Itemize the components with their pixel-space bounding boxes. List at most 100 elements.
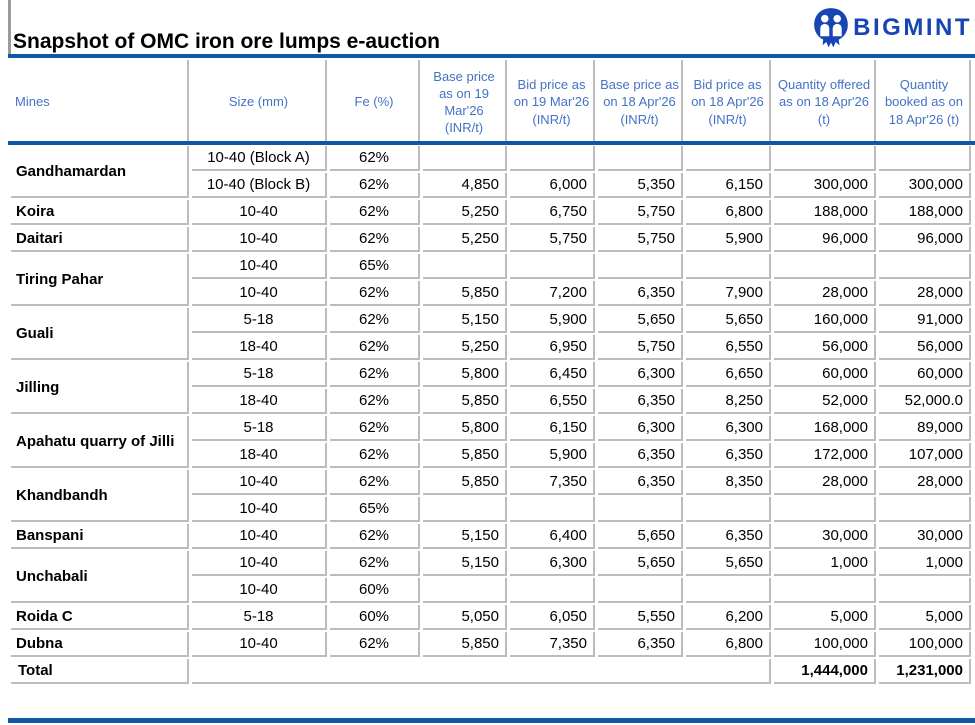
cell-fe: 60% (330, 578, 420, 603)
cell-qty-offered: 168,000 (774, 416, 876, 441)
cell-base-price-18apr: 6,350 (598, 470, 683, 495)
cell-fe: 62% (330, 524, 420, 549)
cell-qty-booked: 28,000 (879, 281, 971, 306)
cell-base-price-18apr: 6,350 (598, 281, 683, 306)
column-header-size: Size (mm) (192, 60, 327, 144)
cell-qty-booked (879, 146, 971, 171)
cell-bid-price-18apr: 5,650 (686, 551, 771, 576)
cell-fe: 62% (330, 389, 420, 414)
mine-name: Khandbandh (11, 470, 189, 522)
cell-bid-price-19mar: 7,350 (510, 470, 595, 495)
cell-fe: 65% (330, 497, 420, 522)
cell-size: 18-40 (192, 389, 327, 414)
cell-bid-price-18apr: 6,800 (686, 632, 771, 657)
cell-base-price-19mar: 5,150 (423, 524, 507, 549)
cell-qty-booked (879, 254, 971, 279)
cell-base-price-19mar: 5,850 (423, 281, 507, 306)
cell-base-price-18apr: 5,750 (598, 200, 683, 225)
cell-fe: 62% (330, 227, 420, 252)
cell-fe: 60% (330, 605, 420, 630)
table-row: Gandhamardan 10-40 (Block A) 62% (11, 146, 971, 198)
cell-qty-offered (774, 578, 876, 603)
cell-bid-price-18apr: 6,150 (686, 173, 771, 198)
cell-base-price-19mar: 5,250 (423, 200, 507, 225)
cell-fe: 62% (330, 146, 420, 171)
title-underline (8, 54, 975, 58)
cell-bid-price-18apr: 6,350 (686, 524, 771, 549)
cell-base-price-19mar: 5,850 (423, 443, 507, 468)
table-row: 10-40 (Block B) 62% 4,850 6,000 5,350 6,150 30… (11, 173, 971, 198)
cell-qty-offered: 160,000 (774, 308, 876, 333)
cell-qty-booked: 96,000 (879, 227, 971, 252)
cell-base-price-19mar: 5,250 (423, 335, 507, 360)
cell-bid-price-19mar: 6,150 (510, 416, 595, 441)
cell-size: 5-18 (192, 605, 327, 630)
cell-base-price-19mar: 5,850 (423, 389, 507, 414)
cell-base-price-18apr: 5,650 (598, 524, 683, 549)
cell-fe: 62% (330, 362, 420, 387)
mine-name: Roida C (11, 605, 189, 630)
table-row: 18-40 62% 5,850 6,550 6,350 8,250 52,000 52,000… (11, 389, 971, 414)
cell-qty-booked: 107,000 (879, 443, 971, 468)
cell-qty-booked: 300,000 (879, 173, 971, 198)
cell-fe: 62% (330, 281, 420, 306)
cell-size: 10-40 (192, 524, 327, 549)
cell-fe: 62% (330, 443, 420, 468)
cell-fe: 62% (330, 551, 420, 576)
cell-qty-booked: 60,000 (879, 362, 971, 387)
table-row: Khandbandh 10-40 62% 5,850 7,350 6,350 8,350 28… (11, 470, 971, 522)
cell-size: 10-40 (Block A) (192, 146, 327, 171)
column-header-bid-price-19mar: Bid price as on 19 Mar'26 (INR/t) (510, 60, 595, 144)
table-bottom-rule (8, 718, 975, 723)
mine-name: Unchabali (11, 551, 189, 603)
mine-name: Jilling (11, 362, 189, 414)
table-row: 10-40 62% 5,850 7,200 6,350 7,900 28,000 28,000 (11, 281, 971, 306)
table-row: Unchabali 10-40 62% 5,150 6,300 5,650 5,650 1,0… (11, 551, 971, 603)
table-row: Tiring Pahar 10-40 65% (11, 254, 971, 306)
cell-bid-price-18apr: 8,350 (686, 470, 771, 495)
table-row: Koira 10-40 62% 5,250 6,750 5,750 6,800 188,000… (11, 200, 971, 225)
header-underline (8, 141, 975, 145)
cell-base-price-18apr: 5,550 (598, 605, 683, 630)
table-row: 18-40 62% 5,850 5,900 6,350 6,350 172,000 107,0… (11, 443, 971, 468)
cell-bid-price-18apr: 6,200 (686, 605, 771, 630)
table-row: 10-40 60% (11, 578, 971, 603)
cell-bid-price-19mar: 6,300 (510, 551, 595, 576)
column-header-bid-price-18apr: Bid price as on 18 Apr'26 (INR/t) (686, 60, 771, 144)
cell-size: 10-40 (Block B) (192, 173, 327, 198)
cell-qty-offered: 300,000 (774, 173, 876, 198)
page-title: Snapshot of OMC iron ore lumps e-auction (13, 30, 441, 53)
cell-base-price-19mar: 5,800 (423, 416, 507, 441)
cell-bid-price-18apr: 6,350 (686, 443, 771, 468)
cell-base-price-18apr: 6,350 (598, 389, 683, 414)
cell-qty-booked: 1,000 (879, 551, 971, 576)
cell-size: 5-18 (192, 362, 327, 387)
cell-size: 10-40 (192, 578, 327, 603)
cell-bid-price-19mar: 6,050 (510, 605, 595, 630)
cell-size: 10-40 (192, 470, 327, 495)
cell-bid-price-19mar (510, 146, 595, 171)
total-qty-offered: 1,444,000 (774, 659, 876, 684)
cell-qty-booked: 188,000 (879, 200, 971, 225)
cell-bid-price-19mar (510, 578, 595, 603)
mine-name: Gandhamardan (11, 146, 189, 198)
cell-base-price-19mar: 5,800 (423, 362, 507, 387)
cell-qty-offered: 100,000 (774, 632, 876, 657)
cell-bid-price-19mar: 6,000 (510, 173, 595, 198)
cell-size: 10-40 (192, 227, 327, 252)
cell-bid-price-19mar: 6,400 (510, 524, 595, 549)
total-label: Total (11, 659, 189, 684)
cell-size: 10-40 (192, 551, 327, 576)
cell-bid-price-18apr: 6,800 (686, 200, 771, 225)
table-row: Banspani 10-40 62% 5,150 6,400 5,650 6,350 30,0… (11, 524, 971, 549)
cell-fe: 62% (330, 335, 420, 360)
cell-qty-offered: 96,000 (774, 227, 876, 252)
cell-base-price-18apr: 5,650 (598, 551, 683, 576)
cell-qty-booked: 5,000 (879, 605, 971, 630)
cell-bid-price-19mar: 6,750 (510, 200, 595, 225)
cell-base-price-19mar: 5,150 (423, 551, 507, 576)
mine-name: Guali (11, 308, 189, 360)
cell-base-price-19mar: 5,050 (423, 605, 507, 630)
column-header-base-price-18apr: Base price as on 18 Apr'26 (INR/t) (598, 60, 683, 144)
